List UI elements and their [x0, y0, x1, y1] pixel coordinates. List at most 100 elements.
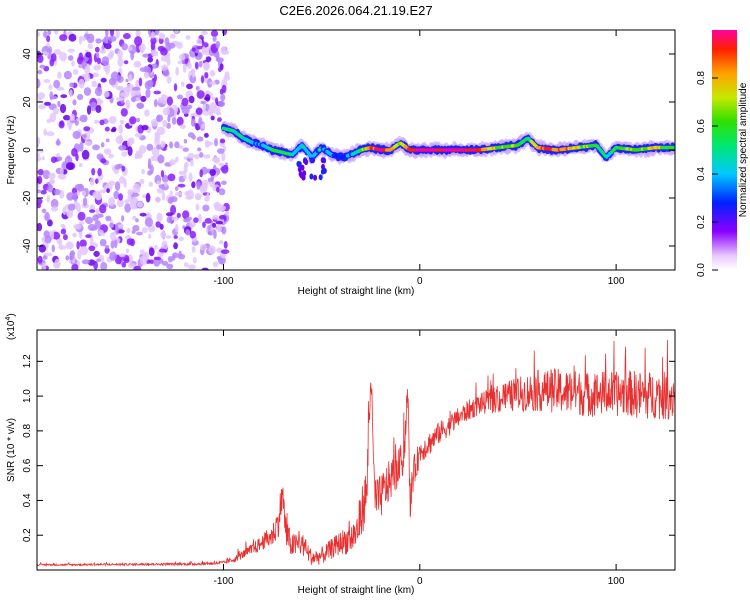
noise-blob: [155, 30, 160, 36]
noise-blob: [101, 56, 110, 66]
spectrogram-heatmap: [37, 30, 675, 270]
colorbar-label: Normalized spectral amplitude: [738, 82, 749, 217]
noise-blob: [43, 79, 51, 83]
noise-blob: [71, 148, 78, 157]
noise-blob: [127, 193, 132, 202]
noise-blob: [185, 229, 190, 236]
noise-blob: [115, 225, 119, 235]
noise-blob: [96, 192, 102, 201]
noise-blob: [68, 55, 74, 61]
noise-blob: [204, 72, 209, 79]
noise-blob: [95, 52, 100, 59]
noise-blob: [176, 116, 184, 126]
noise-blob: [59, 103, 67, 114]
noise-blob: [114, 164, 122, 170]
noise-blob: [191, 134, 196, 140]
noise-blob: [41, 156, 45, 161]
noise-blob: [40, 189, 47, 195]
noise-blob: [134, 133, 143, 138]
noise-blob: [210, 115, 215, 121]
noise-blob: [58, 245, 67, 250]
noise-blob: [151, 63, 158, 69]
noise-blob: [133, 265, 142, 270]
noise-blob: [216, 186, 220, 193]
noise-blob: [83, 134, 87, 139]
noise-blob: [109, 30, 115, 37]
noise-blob: [106, 188, 110, 194]
colorbar-gradient: [712, 30, 737, 270]
noise-blob: [79, 141, 84, 152]
noise-blob: [185, 35, 191, 40]
noise-blob: [167, 173, 176, 182]
noise-blob: [96, 97, 102, 103]
noise-blob: [49, 112, 57, 123]
noise-blob: [150, 37, 157, 45]
noise-blob: [147, 214, 152, 219]
noise-blob: [195, 85, 200, 91]
noise-blob: [100, 261, 108, 270]
noise-blob: [151, 50, 159, 57]
noise-blob: [204, 132, 209, 138]
noise-blob: [138, 77, 143, 87]
noise-blob: [203, 154, 211, 159]
noise-blob: [156, 212, 163, 222]
noise-blob: [204, 217, 212, 224]
noise-blob: [154, 133, 161, 142]
noise-blob: [150, 155, 159, 162]
noise-blob: [109, 50, 115, 58]
noise-blob: [173, 242, 179, 250]
noise-blob: [69, 113, 76, 121]
noise-blob: [140, 255, 147, 266]
noise-blob: [130, 50, 135, 61]
noise-blob: [181, 106, 190, 115]
noise-blob: [76, 202, 81, 213]
noise-blob: [116, 229, 125, 234]
noise-blob: [199, 184, 206, 194]
noise-blob: [42, 169, 51, 180]
noise-blob: [113, 190, 120, 200]
y-tick-label: 0.6: [22, 458, 33, 472]
noise-blob: [194, 61, 199, 70]
noise-blob: [183, 139, 188, 144]
noise-blob: [123, 60, 129, 65]
noise-blob: [188, 95, 195, 104]
noise-blob: [190, 159, 194, 167]
noise-blob: [178, 145, 184, 150]
noise-blob: [132, 86, 141, 91]
noise-blob: [127, 138, 133, 148]
noise-blob: [60, 223, 66, 229]
noise-blob: [104, 247, 110, 254]
noise-blob: [52, 231, 61, 240]
noise-blob: [167, 42, 176, 49]
noise-blob: [181, 97, 189, 107]
noise-blob: [199, 169, 203, 178]
noise-blob: [129, 200, 138, 210]
noise-blob: [89, 209, 96, 213]
noise-blob: [37, 153, 41, 157]
noise-blob: [115, 30, 120, 39]
noise-blob: [67, 48, 75, 53]
noise-blob: [104, 43, 112, 50]
snr-multiplier: (x104): [5, 313, 17, 340]
noise-blob: [220, 46, 227, 55]
noise-blob: [46, 35, 51, 43]
noise-blob: [179, 124, 186, 129]
colorbar: 0.0 0.2 0.4 0.6 0.8 Normalized spectral ampl…: [696, 30, 749, 277]
noise-blob: [118, 145, 127, 151]
noise-blob: [196, 90, 205, 99]
noise-blob: [186, 83, 193, 90]
noise-blob: [81, 190, 87, 196]
noise-blob: [104, 245, 110, 249]
noise-blob: [47, 219, 53, 227]
noise-blob: [147, 56, 153, 63]
noise-blob: [212, 261, 219, 268]
noise-blob: [123, 33, 131, 40]
noise-blob: [191, 245, 196, 253]
noise-blob: [200, 100, 207, 105]
noise-blob: [156, 180, 161, 185]
x-tick-label: 0: [417, 276, 423, 287]
noise-blob: [191, 47, 196, 52]
ridge-streak: [309, 157, 314, 164]
noise-blob: [146, 143, 154, 151]
noise-blob: [60, 167, 64, 176]
